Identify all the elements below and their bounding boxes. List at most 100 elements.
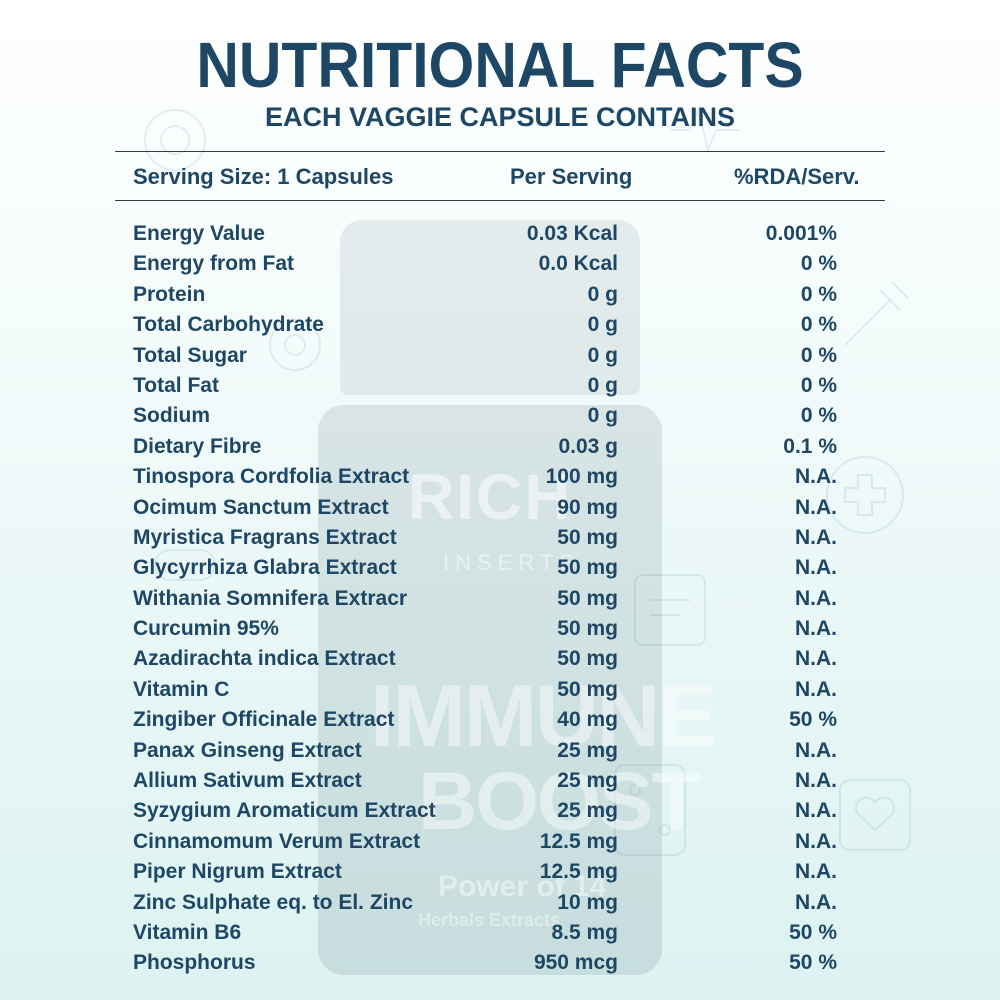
table-row: Cinnamomum Verum Extract 12.5 mg N.A.	[0, 827, 1000, 857]
table-row: Piper Nigrum Extract 12.5 mg N.A.	[0, 857, 1000, 887]
row-name: Zingiber Officinale Extract	[133, 708, 395, 732]
row-rda: 50 %	[789, 708, 837, 732]
header-top-divider	[115, 151, 885, 152]
row-rda: 50 %	[789, 920, 837, 944]
row-name: Glycyrrhiza Glabra Extract	[133, 556, 397, 580]
row-per-serving: 0.0 Kcal	[538, 252, 618, 276]
row-rda: N.A.	[795, 738, 837, 762]
row-rda: 0.001%	[765, 222, 837, 245]
row-rda: 50 %	[789, 951, 837, 975]
row-name: Azadirachta indica Extract	[133, 647, 396, 671]
row-name: Total Fat	[133, 373, 219, 397]
row-per-serving: 40 mg	[557, 708, 618, 732]
table-row: Energy Value 0.03 Kcal 0.001%	[0, 219, 1000, 249]
row-per-serving: 0 g	[587, 313, 618, 337]
page-subtitle: EACH VAGGIE CAPSULE CONTAINS	[264, 102, 736, 132]
row-name: Sodium	[133, 404, 210, 428]
row-rda: 0 %	[800, 404, 837, 428]
row-name: Phosphorus	[133, 951, 256, 975]
row-per-serving: 0 g	[587, 282, 618, 306]
page-title: NUTRITIONAL FACTS	[196, 29, 804, 101]
row-per-serving: 25 mg	[557, 738, 618, 762]
table-row: Total Sugar 0 g 0 %	[0, 341, 1000, 371]
row-name: Ocimum Sanctum Extract	[133, 495, 389, 519]
row-name: Dietary Fibre	[133, 434, 262, 458]
row-name: Total Carbohydrate	[133, 313, 324, 337]
header-bottom-divider	[115, 200, 885, 201]
row-rda: N.A.	[795, 617, 837, 641]
table-row: Phosphorus 950 mcg 50 %	[0, 948, 1000, 978]
row-name: Piper Nigrum Extract	[133, 860, 342, 884]
table-row: Energy from Fat 0.0 Kcal 0 %	[0, 249, 1000, 279]
row-per-serving: 50 mg	[557, 617, 618, 641]
row-name: Allium Sativum Extract	[133, 769, 362, 793]
row-rda: N.A.	[795, 677, 837, 701]
table-row: Sodium 0 g 0 %	[0, 401, 1000, 431]
row-per-serving: 50 mg	[557, 525, 618, 549]
table-row: Ocimum Sanctum Extract 90 mg N.A.	[0, 493, 1000, 523]
row-name: Vitamin C	[133, 677, 230, 701]
row-per-serving: 950 mcg	[533, 951, 618, 975]
header-per-serving: Per Serving	[510, 164, 633, 189]
row-per-serving: 0 g	[587, 343, 618, 367]
row-per-serving: 12.5 mg	[539, 829, 618, 853]
row-rda: N.A.	[795, 495, 837, 519]
table-row: Total Fat 0 g 0 %	[0, 371, 1000, 401]
nutrition-table: Energy Value 0.03 Kcal 0.001% Energy from F…	[0, 219, 1000, 979]
table-row: Azadirachta indica Extract 50 mg N.A.	[0, 644, 1000, 674]
row-rda: 0 %	[800, 282, 837, 306]
table-row: Protein 0 g 0 %	[0, 280, 1000, 310]
row-name: Tinospora Cordfolia Extract	[133, 465, 410, 489]
row-name: Vitamin B6	[133, 920, 242, 944]
row-rda: 0 %	[800, 252, 837, 276]
row-rda: N.A.	[795, 465, 837, 489]
table-row: Syzygium Aromaticum Extract 25 mg N.A.	[0, 796, 1000, 826]
row-per-serving: 50 mg	[557, 647, 618, 671]
row-rda: 0 %	[800, 373, 837, 397]
row-name: Protein	[133, 282, 206, 306]
table-row: Tinospora Cordfolia Extract 100 mg N.A.	[0, 462, 1000, 492]
row-name: Cinnamomum Verum Extract	[133, 829, 421, 853]
row-name: Myristica Fragrans Extract	[133, 525, 397, 549]
row-name: Energy Value	[133, 222, 265, 245]
row-per-serving: 10 mg	[557, 890, 618, 914]
table-row: Withania Somnifera Extracr 50 mg N.A.	[0, 584, 1000, 614]
row-name: Panax Ginseng Extract	[133, 738, 362, 762]
table-row: Vitamin B6 8.5 mg 50 %	[0, 918, 1000, 948]
row-per-serving: 12.5 mg	[539, 860, 618, 884]
row-rda: N.A.	[795, 586, 837, 610]
row-per-serving: 0.03 Kcal	[526, 222, 618, 245]
table-row: Zingiber Officinale Extract 40 mg 50 %	[0, 705, 1000, 735]
row-name: Curcumin 95%	[133, 617, 279, 641]
row-rda: 0 %	[800, 343, 837, 367]
row-name: Zinc Sulphate eq. to El. Zinc	[133, 890, 414, 914]
row-rda: N.A.	[795, 769, 837, 793]
row-name: Energy from Fat	[133, 252, 295, 276]
row-per-serving: 0.03 g	[558, 434, 618, 458]
row-per-serving: 90 mg	[557, 495, 618, 519]
row-rda: N.A.	[795, 647, 837, 671]
row-per-serving: 0 g	[587, 373, 618, 397]
row-name: Syzygium Aromaticum Extract	[133, 799, 436, 823]
row-name: Total Sugar	[133, 343, 247, 367]
table-row: Panax Ginseng Extract 25 mg N.A.	[0, 736, 1000, 766]
row-rda: N.A.	[795, 890, 837, 914]
table-row: Zinc Sulphate eq. to El. Zinc 10 mg N.A.	[0, 888, 1000, 918]
row-per-serving: 25 mg	[557, 799, 618, 823]
row-rda: 0 %	[800, 313, 837, 337]
row-per-serving: 50 mg	[557, 677, 618, 701]
table-row: Allium Sativum Extract 25 mg N.A.	[0, 766, 1000, 796]
table-row: Dietary Fibre 0.03 g 0.1 %	[0, 432, 1000, 462]
row-rda: N.A.	[795, 829, 837, 853]
header-serving-size: Serving Size: 1 Capsules	[133, 164, 394, 189]
row-per-serving: 50 mg	[557, 556, 618, 580]
row-per-serving: 50 mg	[557, 586, 618, 610]
header-rda: %RDA/Serv.	[734, 164, 860, 189]
table-row: Total Carbohydrate 0 g 0 %	[0, 310, 1000, 340]
row-rda: 0.1 %	[783, 434, 837, 458]
table-row: Vitamin C 50 mg N.A.	[0, 675, 1000, 705]
table-row: Myristica Fragrans Extract 50 mg N.A.	[0, 523, 1000, 553]
row-per-serving: 8.5 mg	[551, 920, 618, 944]
row-per-serving: 0 g	[587, 404, 618, 428]
row-rda: N.A.	[795, 799, 837, 823]
